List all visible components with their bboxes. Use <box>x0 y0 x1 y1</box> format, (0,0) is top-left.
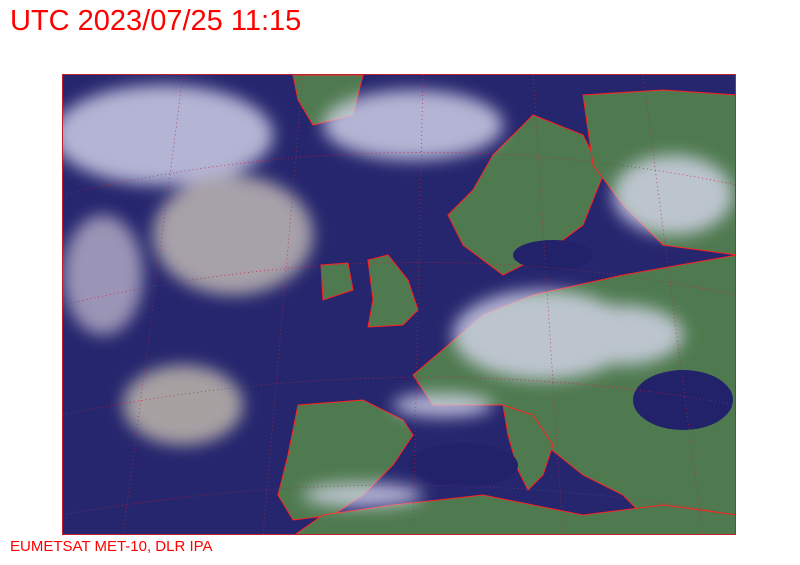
satellite-map-svg <box>63 75 735 534</box>
satellite-image <box>62 74 736 535</box>
timestamp-title: UTC 2023/07/25 11:15 <box>10 5 302 37</box>
image-credit: EUMETSAT MET-10, DLR IPA <box>10 538 213 555</box>
clouds <box>63 85 733 507</box>
graticule <box>63 75 735 534</box>
inland-seas <box>408 240 733 487</box>
